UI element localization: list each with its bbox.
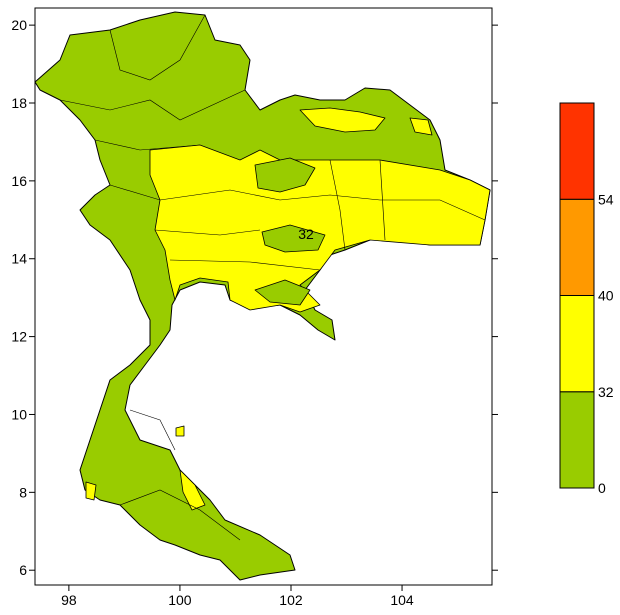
y-tick-label: 16 — [11, 173, 27, 189]
colorbar-segment — [559, 391, 595, 489]
yellow-zone — [409, 117, 433, 136]
y-tick-label: 18 — [11, 95, 27, 111]
island — [175, 425, 185, 437]
colorbar-label: 40 — [598, 288, 614, 304]
green-patch — [254, 157, 316, 193]
y-tick-label: 12 — [11, 329, 27, 345]
province-lines — [59, 14, 486, 541]
x-tick-label: 100 — [168, 592, 192, 608]
contour-label: 32 — [298, 226, 314, 242]
y-tick-label: 8 — [19, 484, 27, 500]
yellow-zone — [179, 469, 206, 511]
yellow-zone — [299, 107, 386, 133]
x-tick-label: 102 — [279, 592, 303, 608]
y-tick-label: 20 — [11, 17, 27, 33]
y-tick-label: 10 — [11, 406, 27, 422]
colorbar-label: 0 — [598, 480, 606, 496]
yellow-zone — [85, 481, 97, 501]
x-tick-label: 104 — [390, 592, 414, 608]
y-tick-label: 14 — [11, 251, 27, 267]
colorbar-segment — [559, 295, 595, 393]
x-tick-label: 98 — [61, 592, 77, 608]
colorbar-label: 32 — [598, 384, 614, 400]
map-frame — [34, 7, 493, 586]
y-tick-label: 6 — [19, 562, 27, 578]
colorbar-segment — [559, 198, 595, 296]
map — [34, 11, 491, 581]
yellow-zone — [149, 144, 491, 313]
green-patch — [254, 279, 311, 306]
colorbar-label: 54 — [598, 191, 614, 207]
colorbar-segment — [559, 102, 595, 200]
green-patch — [261, 224, 326, 253]
